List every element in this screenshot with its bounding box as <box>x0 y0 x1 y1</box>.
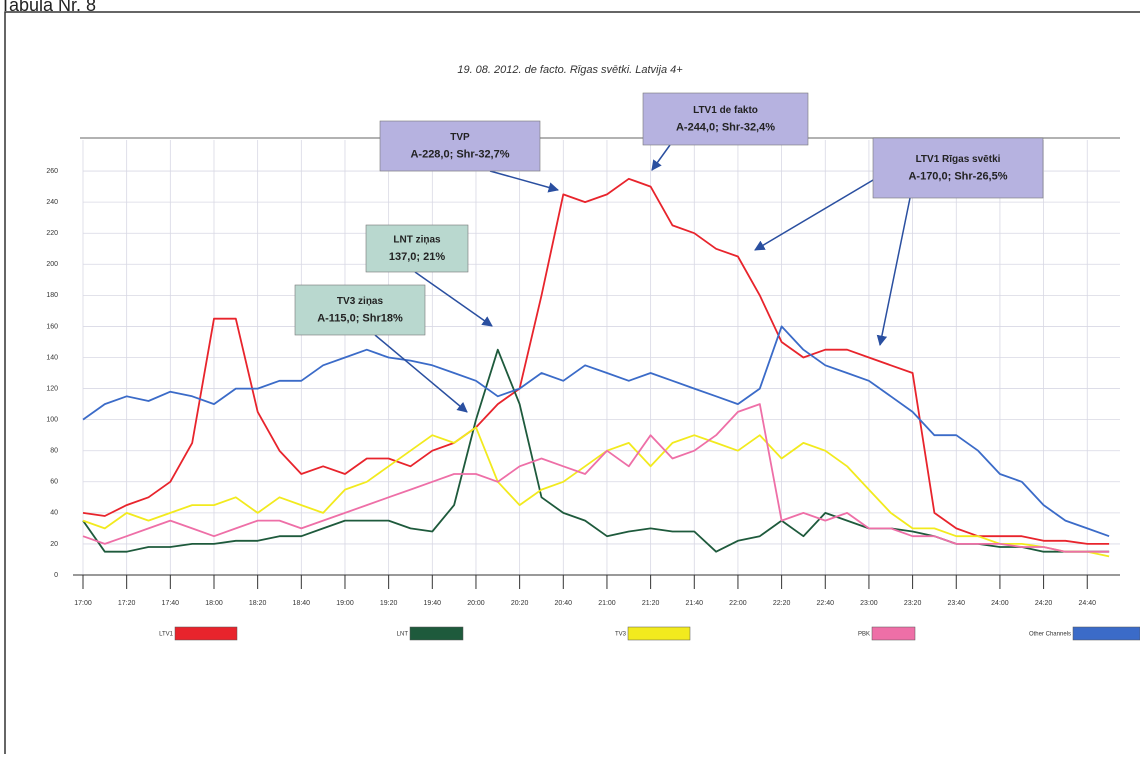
y-tick-label: 100 <box>46 416 58 423</box>
x-tick-label: 23:40 <box>947 600 965 607</box>
annotation-text: LNT ziņas <box>393 235 441 246</box>
x-tick-label: 17:40 <box>162 600 180 607</box>
x-tick-label: 22:40 <box>817 600 835 607</box>
y-tick-label: 240 <box>46 199 58 206</box>
x-tick-label: 24:20 <box>1035 600 1053 607</box>
annotation-text: A-170,0; Shr-26,5% <box>908 170 1007 182</box>
x-tick-label: 18:00 <box>205 600 223 607</box>
x-tick-label: 19:00 <box>336 600 354 607</box>
annotation-text: 137,0; 21% <box>389 251 445 263</box>
x-tick-label: 18:40 <box>293 600 311 607</box>
legend-label: Other Channels <box>1029 632 1071 638</box>
x-tick-label: 24:40 <box>1078 600 1096 607</box>
y-tick-label: 180 <box>46 292 58 299</box>
x-tick-label: 19:40 <box>424 600 442 607</box>
x-tick-label: 19:20 <box>380 600 398 607</box>
annotation-box <box>379 120 541 172</box>
y-tick-label: 120 <box>46 385 58 392</box>
y-tick-label: 200 <box>46 261 58 268</box>
legend-label: PBK <box>858 632 870 638</box>
annotation-text: A-228,0; Shr-32,7% <box>410 148 509 160</box>
annotation-text: LTV1 de fakto <box>693 105 758 116</box>
x-tick-label: 21:20 <box>642 600 660 607</box>
annotation-box <box>642 92 809 146</box>
x-tick-label: 22:20 <box>773 600 791 607</box>
x-tick-label: 20:00 <box>467 600 485 607</box>
y-tick-label: 60 <box>50 479 58 486</box>
annotation-arrow <box>489 170 560 193</box>
y-tick-label: 0 <box>54 572 58 579</box>
x-tick-label: 20:40 <box>555 600 573 607</box>
annotation-box <box>365 224 469 273</box>
annotation-text: TV3 ziņas <box>337 296 384 307</box>
x-tick-label: 21:40 <box>686 600 704 607</box>
series-line <box>82 426 1110 558</box>
legend-label: LNT <box>397 632 409 638</box>
y-tick-label: 260 <box>46 168 58 175</box>
annotation-arrow <box>754 169 891 251</box>
legend-label: LTV1 <box>159 632 174 638</box>
series-line <box>82 403 1110 553</box>
y-tick-label: 220 <box>46 230 58 237</box>
annotation-arrow <box>876 197 911 347</box>
frame <box>4 11 1140 759</box>
annotation-box <box>872 137 1044 199</box>
annotation-text: TVP <box>450 132 470 143</box>
x-tick-label: 23:20 <box>904 600 922 607</box>
series-line <box>82 177 1110 545</box>
y-tick-label: 140 <box>46 354 58 361</box>
x-tick-label: 17:20 <box>118 600 136 607</box>
legend-swatch <box>1072 626 1140 641</box>
annotation-box <box>294 284 426 336</box>
series-line <box>82 325 1110 538</box>
x-tick-label: 23:00 <box>860 600 878 607</box>
x-tick-label: 21:00 <box>598 600 616 607</box>
x-tick-label: 18:20 <box>249 600 267 607</box>
y-tick-label: 40 <box>50 510 58 517</box>
y-tick-label: 160 <box>46 323 58 330</box>
legend-swatch <box>871 626 916 641</box>
legend-swatch <box>174 626 238 641</box>
chart-title: 19. 08. 2012. de facto. Rīgas svētki. La… <box>457 64 683 76</box>
legend-label: TV3 <box>615 632 627 638</box>
annotation-text: A-244,0; Shr-32,4% <box>676 121 775 133</box>
x-tick-label: 22:00 <box>729 600 747 607</box>
x-tick-label: 17:00 <box>74 600 92 607</box>
legend-swatch <box>409 626 464 641</box>
annotation-arrow <box>374 334 468 413</box>
page-label: Tabula Nr. 8 <box>0 0 96 15</box>
annotation-arrow <box>414 271 493 327</box>
annotation-text: LTV1 Rīgas svētki <box>916 154 1001 165</box>
annotation-text: A-115,0; Shr18% <box>317 312 403 324</box>
y-tick-label: 80 <box>50 448 58 455</box>
x-tick-label: 24:00 <box>991 600 1009 607</box>
legend-swatch <box>627 626 691 641</box>
annotation-arrow <box>651 144 671 171</box>
y-tick-label: 20 <box>50 541 58 548</box>
x-tick-label: 20:20 <box>511 600 529 607</box>
